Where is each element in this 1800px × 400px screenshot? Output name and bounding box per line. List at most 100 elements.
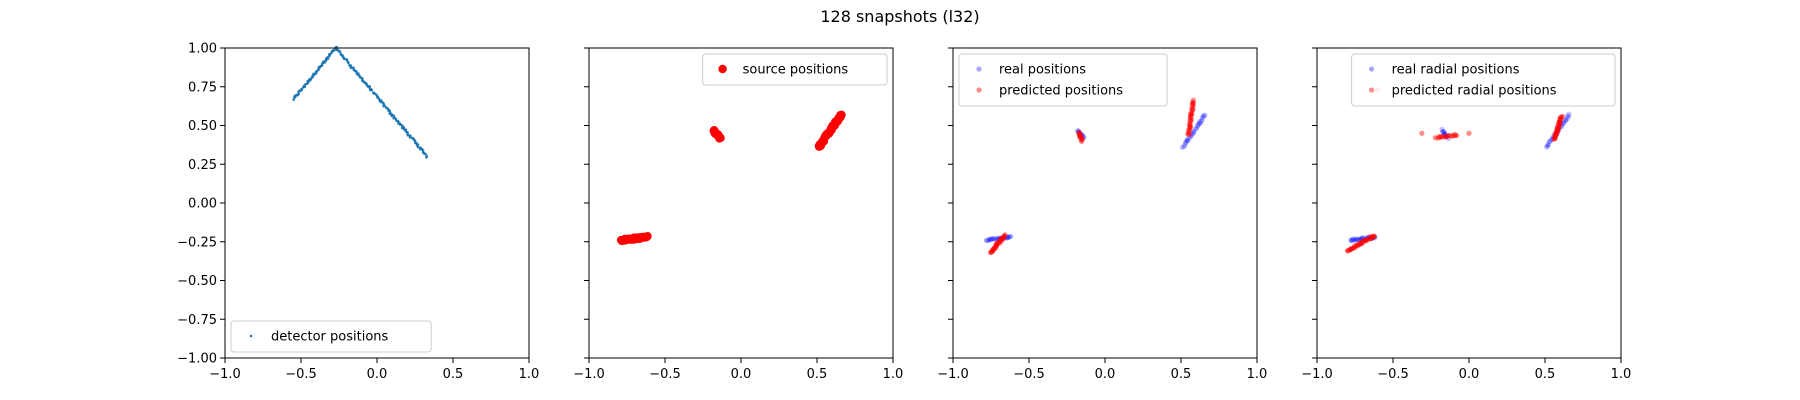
data-point	[1446, 132, 1452, 139]
data-point	[1188, 111, 1194, 118]
data-point	[1559, 113, 1565, 120]
data-point	[1079, 131, 1085, 138]
data-point	[1555, 126, 1561, 132]
data-point	[1193, 125, 1200, 131]
data-point	[1357, 236, 1363, 243]
legend: detector positions	[230, 320, 432, 353]
data-point	[1363, 238, 1369, 244]
series-1	[1347, 111, 1572, 244]
data-point	[1565, 115, 1571, 121]
data-point	[1181, 144, 1187, 150]
legend-label: real radial positions	[1392, 63, 1520, 78]
data-point	[988, 249, 994, 255]
data-point	[1450, 132, 1456, 139]
series-1	[292, 45, 428, 159]
data-point	[416, 145, 420, 149]
data-point	[995, 235, 1002, 241]
data-point	[1201, 113, 1207, 119]
data-point	[1358, 240, 1364, 246]
data-point	[1076, 129, 1082, 136]
x-tick-label: 1.0	[1611, 367, 1632, 382]
data-point	[1555, 121, 1561, 127]
data-point	[1182, 142, 1188, 149]
data-point	[1191, 128, 1197, 135]
data-point	[1199, 114, 1205, 121]
data-point	[1357, 240, 1363, 246]
data-point	[1194, 123, 1201, 129]
data-point	[1079, 138, 1085, 144]
y-tick-label: −0.75	[177, 313, 217, 328]
data-point	[1557, 118, 1563, 124]
data-point	[1552, 132, 1558, 139]
data-point	[1551, 136, 1557, 142]
x-tick-label: −0.5	[1377, 367, 1409, 382]
data-point	[406, 133, 410, 137]
data-point	[1352, 244, 1359, 250]
data-point	[1005, 234, 1012, 240]
data-point	[1566, 113, 1572, 119]
y-tick-label: 0.25	[188, 158, 217, 173]
data-point	[413, 139, 417, 143]
data-point	[993, 245, 999, 251]
x-tick-label: −0.5	[1013, 367, 1045, 382]
data-point	[1553, 131, 1559, 137]
data-point	[1079, 132, 1085, 138]
data-point	[1564, 113, 1570, 119]
data-point	[1552, 134, 1558, 140]
data-point	[1366, 235, 1372, 241]
data-point	[1552, 133, 1558, 139]
data-point	[1187, 134, 1193, 141]
data-point	[1435, 135, 1441, 141]
data-point	[1556, 126, 1562, 132]
data-point	[983, 237, 989, 243]
data-point	[292, 98, 295, 101]
data-point	[1558, 123, 1565, 129]
data-point	[1550, 134, 1556, 140]
data-point	[1179, 144, 1185, 150]
data-point	[1363, 236, 1369, 242]
data-point	[1442, 132, 1449, 138]
data-point	[1354, 236, 1360, 242]
data-point	[989, 247, 996, 254]
series-2	[988, 97, 1196, 256]
data-point	[1361, 237, 1367, 243]
data-point	[1552, 135, 1558, 142]
x-tick-label: 0.0	[1095, 367, 1116, 382]
data-point	[989, 235, 995, 242]
figure-title: 128 snapshots (l32)	[820, 7, 979, 26]
data-point	[1077, 132, 1083, 138]
data-point	[1001, 235, 1007, 241]
data-point	[1556, 127, 1562, 134]
legend-marker	[718, 64, 727, 74]
x-tick-label: 0.0	[367, 367, 388, 382]
data-point	[350, 66, 353, 70]
data-point	[1002, 234, 1008, 240]
x-tick-label: −1.0	[573, 367, 605, 382]
data-point	[1199, 117, 1205, 123]
data-point	[1543, 144, 1550, 150]
data-point	[1078, 133, 1084, 139]
data-point	[1190, 106, 1196, 113]
x-tick-label: −1.0	[937, 367, 969, 382]
data-point	[993, 242, 999, 249]
data-point	[1359, 236, 1365, 242]
data-point	[1197, 120, 1204, 127]
data-point	[1348, 246, 1354, 252]
legend-marker	[976, 66, 982, 72]
data-point	[1553, 128, 1560, 135]
data-point	[1552, 131, 1558, 137]
x-tick-label: 0.5	[443, 367, 464, 382]
data-point	[1562, 117, 1569, 123]
data-point	[1442, 131, 1448, 137]
data-point	[1443, 134, 1449, 140]
legend-box	[958, 53, 1168, 107]
data-point	[1438, 134, 1444, 140]
series-2	[1344, 87, 1565, 254]
data-point	[1545, 142, 1551, 148]
legend-marker	[249, 334, 253, 338]
data-point	[1558, 123, 1565, 129]
data-point	[1078, 134, 1084, 140]
y-tick-label: 0.00	[188, 197, 217, 212]
data-point	[1188, 113, 1194, 119]
data-point	[1348, 245, 1355, 252]
